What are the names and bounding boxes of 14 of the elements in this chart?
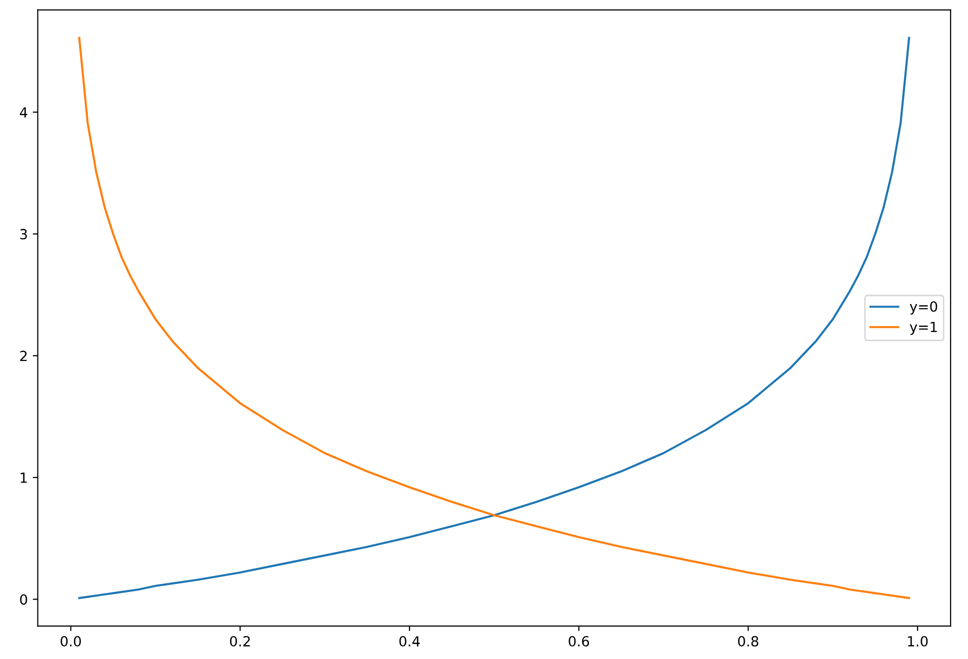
x-tick-label: 0.6 (568, 636, 590, 647)
y-tick-label: 2 (20, 350, 27, 361)
y-tick-label: 4 (20, 107, 28, 118)
x-tick-label: 0.4 (399, 636, 420, 647)
legend-label: y=1 (910, 322, 937, 335)
x-tick-label: 0.0 (60, 636, 81, 647)
x-tick-label: 0.2 (230, 636, 250, 647)
x-tick-label: 0.8 (738, 636, 758, 647)
y-tick-label: 1 (20, 472, 27, 483)
x-tick-label: 1.0 (908, 636, 928, 647)
line-series (78, 36, 910, 600)
y-tick-label: 3 (20, 228, 27, 240)
legend-label: y=0 (910, 301, 938, 314)
y-tick-label: 0 (20, 594, 28, 605)
